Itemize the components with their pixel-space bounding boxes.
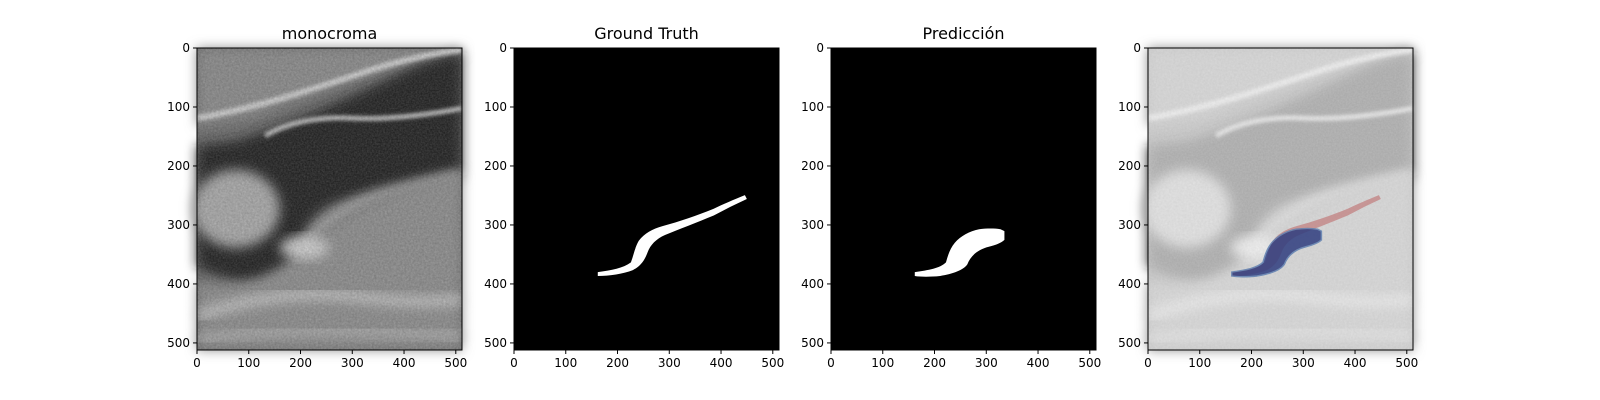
y-tick-label: 200: [167, 159, 190, 173]
y-tick-label: 0: [816, 41, 824, 55]
x-tick-label: 0: [827, 356, 835, 370]
x-tick-label: 0: [193, 356, 201, 370]
y-tick-label: 500: [484, 336, 507, 350]
x-tick-label: 500: [761, 356, 784, 370]
grayscale-image-content: [192, 48, 462, 350]
panel-title: Ground Truth: [594, 24, 699, 43]
x-tick-label: 100: [237, 356, 260, 370]
axes-frame: [513, 47, 780, 351]
x-tick-label: 200: [606, 356, 629, 370]
x-tick-label: 400: [393, 356, 416, 370]
x-tick-label: 100: [871, 356, 894, 370]
y-tick-label: 0: [1133, 41, 1141, 55]
y-tick-label: 200: [801, 159, 824, 173]
y-tick-label: 100: [1118, 100, 1141, 114]
y-tick-label: 300: [484, 218, 507, 232]
y-tick-label: 200: [484, 159, 507, 173]
y-tick-label: 200: [1118, 159, 1141, 173]
axes-frame: [196, 47, 463, 351]
x-tick-label: 400: [1344, 356, 1367, 370]
x-tick-label: 500: [444, 356, 467, 370]
panel-title: monocroma: [282, 24, 378, 43]
x-tick-label: 400: [710, 356, 733, 370]
y-tick-label: 500: [801, 336, 824, 350]
y-tick-label: 300: [1118, 218, 1141, 232]
y-tick-label: 500: [167, 336, 190, 350]
y-tick-label: 0: [499, 41, 507, 55]
y-tick-label: 300: [167, 218, 190, 232]
axes-frame: [830, 47, 1097, 351]
y-tick-label: 100: [484, 100, 507, 114]
x-tick-label: 100: [1188, 356, 1211, 370]
x-tick-label: 300: [1292, 356, 1315, 370]
x-tick-label: 300: [975, 356, 998, 370]
x-tick-label: 200: [923, 356, 946, 370]
panel-title: Predicción: [922, 24, 1004, 43]
x-tick-label: 200: [289, 356, 312, 370]
x-tick-label: 500: [1395, 356, 1418, 370]
y-tick-label: 400: [1118, 277, 1141, 291]
x-tick-label: 200: [1240, 356, 1263, 370]
mask-content: [831, 48, 1096, 350]
x-tick-label: 300: [341, 356, 364, 370]
x-tick-label: 300: [658, 356, 681, 370]
x-tick-label: 100: [554, 356, 577, 370]
overlay-content: [1143, 48, 1413, 350]
x-tick-label: 0: [510, 356, 518, 370]
y-tick-label: 400: [801, 277, 824, 291]
y-tick-label: 400: [167, 277, 190, 291]
y-tick-label: 0: [182, 41, 190, 55]
mask-content: [514, 48, 779, 350]
x-tick-label: 400: [1027, 356, 1050, 370]
y-tick-label: 400: [484, 277, 507, 291]
y-tick-label: 100: [801, 100, 824, 114]
x-tick-label: 500: [1078, 356, 1101, 370]
y-tick-label: 500: [1118, 336, 1141, 350]
x-tick-label: 0: [1144, 356, 1152, 370]
y-tick-label: 100: [167, 100, 190, 114]
axes-frame: [1147, 47, 1414, 351]
y-tick-label: 300: [801, 218, 824, 232]
